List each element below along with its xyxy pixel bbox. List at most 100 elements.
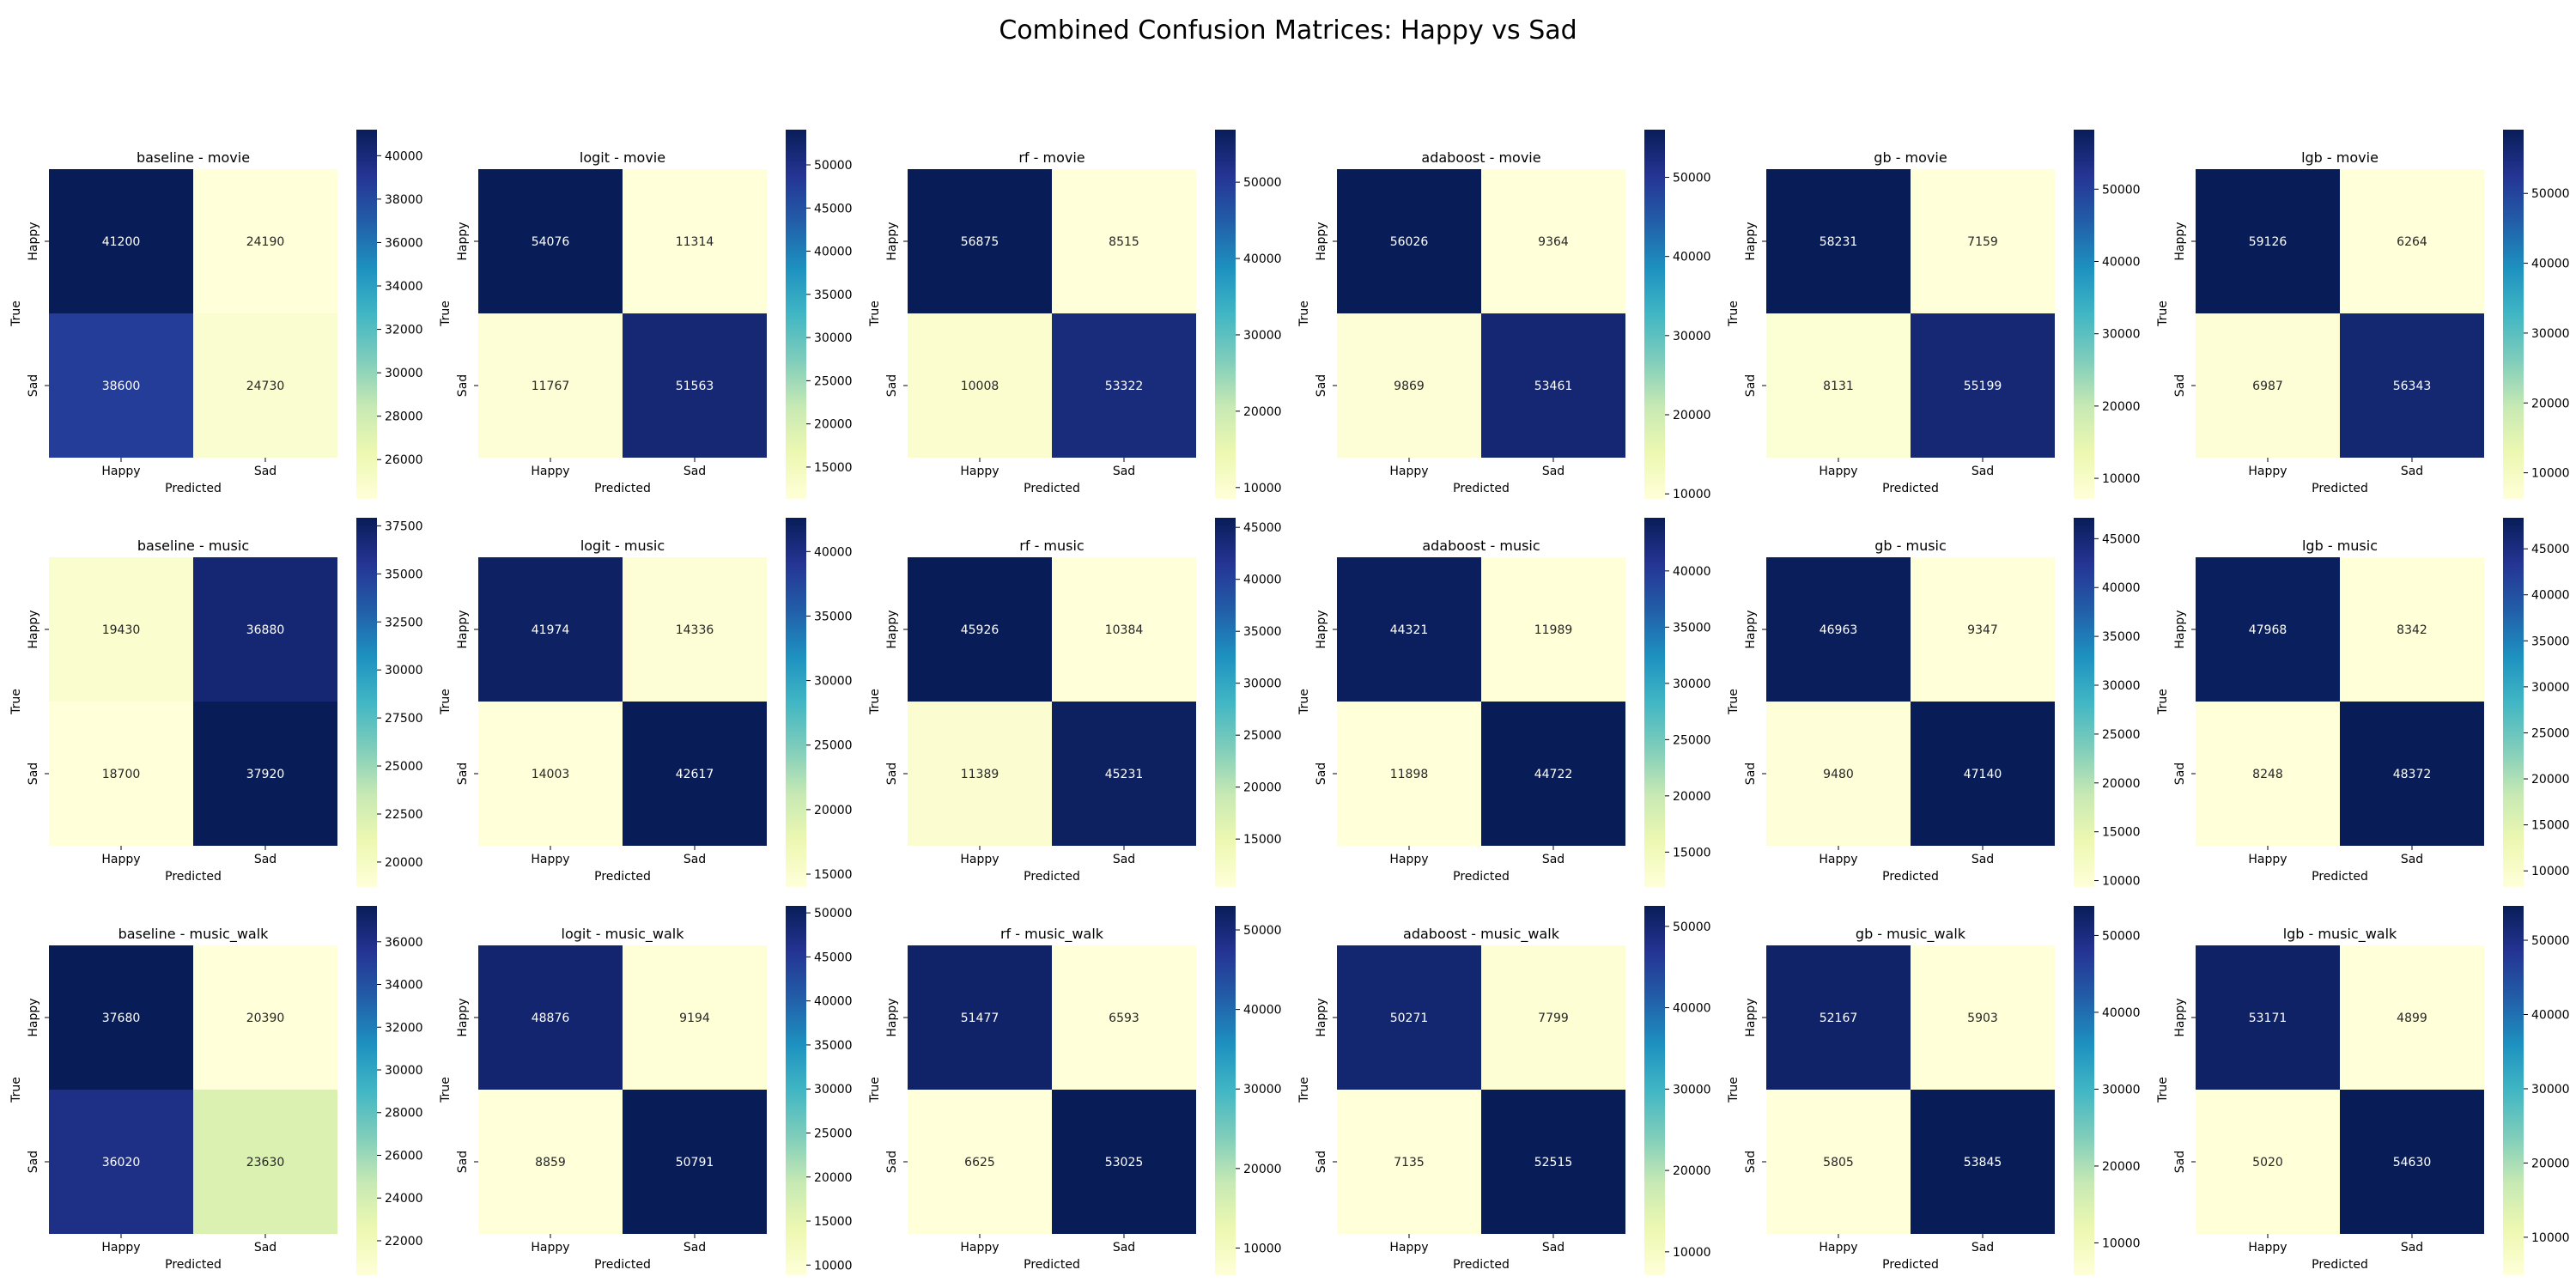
y-tick-label: Sad: [1315, 762, 1328, 785]
colorbar-tick-label: 40000: [385, 149, 423, 163]
matrix-panel: adaboost - music 44321 11989 11898 44722 Happ…: [1297, 518, 1711, 887]
heatmap-cell: [623, 557, 767, 702]
colorbar-tick-label: 40000: [2102, 1006, 2141, 1020]
cell-value: 41200: [102, 235, 141, 249]
panel-title: gb - music: [1874, 538, 1947, 554]
cell-value: 36880: [246, 623, 285, 637]
colorbar: [2074, 906, 2094, 1275]
y-tick-label: Sad: [27, 1151, 40, 1173]
cell-value: 8515: [1109, 235, 1139, 249]
x-tick-label: Happy: [1819, 1241, 1857, 1255]
matrix-panel: baseline - music 19430 36880 18700 37920 Happ…: [9, 518, 423, 887]
heatmap-cell: [623, 945, 767, 1090]
y-tick-label: Happy: [2173, 998, 2187, 1036]
y-tick-label: Happy: [885, 998, 899, 1036]
y-tick-label: Happy: [885, 222, 899, 260]
colorbar-tick-label: 10000: [2531, 467, 2570, 481]
heatmap-cell: [908, 702, 1052, 846]
cell-value: 56875: [961, 235, 999, 249]
panel-title: rf - music_walk: [1000, 926, 1104, 943]
heatmap-cell: [2340, 702, 2484, 846]
colorbar-tick-label: 25000: [1673, 733, 1711, 747]
heatmap-cell: [1911, 945, 2055, 1090]
cell-value: 4899: [2397, 1012, 2427, 1025]
cell-value: 58231: [1820, 235, 1858, 249]
cell-value: 48372: [2393, 768, 2432, 781]
colorbar-tick-label: 28000: [385, 1107, 423, 1121]
panel-title: lgb - music: [2302, 538, 2378, 554]
colorbar-tick-label: 10000: [2102, 472, 2141, 486]
cell-value: 52167: [1820, 1012, 1858, 1025]
x-axis-label: Predicted: [165, 870, 222, 884]
x-axis-label: Predicted: [1024, 1258, 1080, 1272]
colorbar-tick-label: 45000: [1243, 521, 1282, 535]
cell-value: 54076: [532, 235, 570, 249]
colorbar-tick-label: 22000: [385, 1235, 423, 1249]
colorbar-tick-label: 45000: [814, 202, 853, 216]
colorbar-tick-label: 10000: [1243, 482, 1282, 495]
y-tick-label: Happy: [1315, 610, 1328, 648]
colorbar: [2074, 518, 2094, 887]
colorbar-tick-label: 20000: [2531, 397, 2570, 410]
heatmap-cell: [1337, 1090, 1481, 1234]
cell-value: 50271: [1390, 1012, 1429, 1025]
cell-value: 52515: [1534, 1156, 1573, 1170]
colorbar: [786, 906, 806, 1275]
colorbar-tick-label: 30000: [814, 1083, 853, 1097]
heatmap-cell: [1337, 557, 1481, 702]
colorbar-tick-label: 36000: [385, 936, 423, 950]
y-tick-label: Happy: [1315, 222, 1328, 260]
heatmap-cell: [2196, 1090, 2340, 1234]
matrix-panel: logit - music 41974 14336 14003 42617 Happy Sa…: [439, 518, 853, 887]
cell-value: 5020: [2252, 1156, 2283, 1170]
matrix-panel: rf - movie 56875 8515 10008 53322 Happy Sad Pre…: [868, 130, 1282, 499]
heatmap-cell: [1052, 702, 1196, 846]
colorbar: [356, 906, 377, 1275]
colorbar-tick-label: 20000: [814, 1171, 853, 1185]
cell-value: 36020: [102, 1156, 141, 1170]
colorbar-tick-label: 34000: [385, 280, 423, 294]
colorbar: [1215, 130, 1236, 499]
colorbar: [356, 518, 377, 887]
matrix-panel: adaboost - music_walk 50271 7799 7135 52515 H…: [1297, 906, 1711, 1275]
cell-value: 8131: [1823, 380, 1854, 393]
y-tick-label: Happy: [27, 610, 40, 648]
colorbar: [2503, 518, 2524, 887]
y-tick-label: Happy: [1744, 610, 1758, 648]
colorbar-tick-label: 40000: [1243, 252, 1282, 266]
cell-value: 14336: [676, 623, 714, 637]
cell-value: 53171: [2249, 1012, 2287, 1025]
x-axis-label: Predicted: [1453, 1258, 1510, 1272]
x-tick-label: Sad: [254, 465, 276, 478]
colorbar-tick-label: 32500: [385, 616, 423, 629]
y-axis-label: True: [868, 689, 882, 715]
colorbar: [786, 518, 806, 887]
heatmap-cell: [908, 945, 1052, 1090]
heatmap-cell: [1766, 1090, 1911, 1234]
colorbar-tick-label: 30000: [2531, 1083, 2570, 1097]
colorbar-tick-label: 20000: [814, 418, 853, 432]
colorbar-tick-label: 50000: [2531, 187, 2570, 201]
colorbar-tick-label: 32000: [385, 1021, 423, 1035]
colorbar-tick-label: 30000: [1243, 677, 1282, 691]
colorbar-tick-label: 10000: [2102, 1236, 2141, 1250]
x-tick-label: Happy: [531, 853, 569, 866]
y-axis-label: True: [1727, 301, 1741, 327]
x-tick-label: Sad: [1113, 465, 1135, 478]
cell-value: 9347: [1967, 623, 1998, 637]
heatmap-cell: [478, 557, 623, 702]
heatmap-cell: [478, 1090, 623, 1234]
x-tick-label: Happy: [1389, 1241, 1428, 1255]
colorbar: [1644, 518, 1665, 887]
cell-value: 59126: [2249, 235, 2287, 249]
cell-value: 11989: [1534, 623, 1573, 637]
colorbar-tick-label: 25000: [814, 1127, 853, 1140]
x-tick-label: Happy: [101, 853, 140, 866]
colorbar-tick-label: 25000: [1243, 729, 1282, 743]
heatmap-cell: [193, 313, 337, 458]
colorbar-tick-label: 20000: [1243, 1163, 1282, 1176]
x-tick-label: Sad: [2401, 853, 2423, 866]
cell-value: 24190: [246, 235, 285, 249]
cell-value: 7135: [1394, 1156, 1425, 1170]
y-axis-label: True: [2156, 689, 2170, 715]
